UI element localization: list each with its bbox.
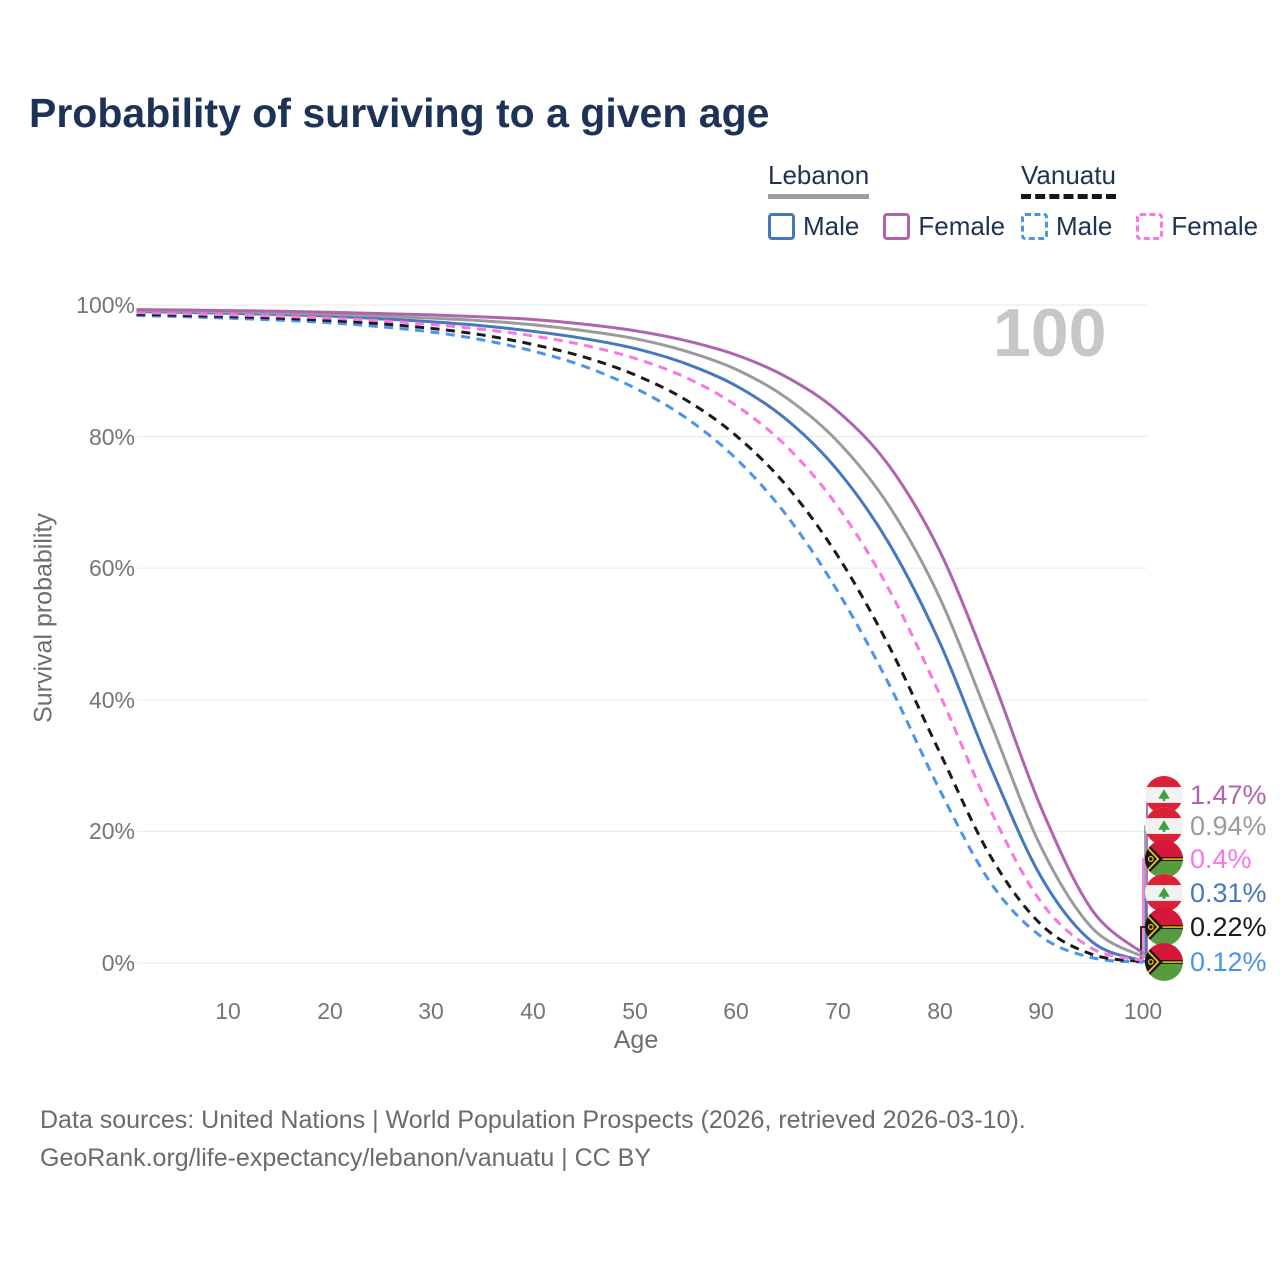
series-line-vanuatu [136,312,1144,964]
legend-group-lebanon: Lebanon Male Female [768,160,1005,242]
y-tick: 80% [88,424,135,450]
lebanon-flag-icon [1145,874,1183,912]
x-tick: 10 [215,998,241,1024]
x-tick: 30 [418,998,444,1024]
vanuatu-female-swatch-icon [1136,213,1164,240]
end-label-value: 0.12% [1190,946,1267,977]
series-line-lebanon-female [136,308,1145,955]
x-tick: 70 [825,998,851,1024]
age-watermark: 100 [993,295,1107,371]
series-line-lebanon-male [136,310,1144,963]
y-tick: 100% [76,292,135,318]
series-line-vanuatu-male [136,314,1144,964]
legend-header-vanuatu[interactable]: Vanuatu [1021,160,1116,199]
x-tick: 90 [1028,998,1054,1024]
page-title: Probability of surviving to a given age [29,90,770,136]
attribution-line: GeoRank.org/life-expectancy/lebanon/vanu… [40,1144,652,1172]
series-line-lebanon [136,309,1144,959]
x-tick: 80 [927,998,953,1024]
legend-group-vanuatu: Vanuatu Male Female [1021,160,1258,242]
end-label-value: 0.4% [1190,843,1252,874]
vanuatu-flag-icon [1145,908,1183,946]
legend-label: Female [1171,211,1259,241]
legend-item-lebanon-female[interactable]: Female [883,211,1005,242]
lebanon-male-swatch-icon [768,213,795,240]
lebanon-flag-icon [1145,807,1183,845]
x-tick: 60 [723,998,749,1024]
end-label-value: 0.31% [1190,877,1267,908]
legend-item-vanuatu-male[interactable]: Male [1021,211,1112,242]
x-tick: 40 [520,998,546,1024]
x-tick: 20 [317,998,343,1024]
end-label-vanuatu: 0.22% [1145,908,1267,946]
lebanon-female-swatch-icon [883,213,911,240]
legend-item-vanuatu-female[interactable]: Female [1136,211,1258,242]
x-tick: 50 [622,998,648,1024]
x-axis-title: Age [613,1026,659,1054]
vanuatu-flag-icon [1145,840,1183,878]
legend-item-lebanon-male[interactable]: Male [768,211,859,242]
y-axis-title: Survival probability [29,513,58,723]
end-label-value: 0.94% [1190,810,1267,841]
data-sources-line: Data sources: United Nations | World Pop… [40,1106,1026,1134]
end-label-value: 1.47% [1190,779,1267,810]
x-tick: 100 [1123,998,1163,1024]
vanuatu-male-swatch-icon [1021,213,1048,240]
legend-label: Male [803,211,860,241]
end-label-vanuatu-female: 0.4% [1145,840,1252,878]
y-tick: 0% [101,950,135,976]
legend-label: Male [1056,211,1113,241]
legend-header-lebanon[interactable]: Lebanon [768,160,870,199]
end-label-lebanon: 0.94% [1145,807,1267,845]
legend-label: Female [918,211,1006,241]
y-tick: 20% [88,818,135,844]
y-tick: 60% [88,555,135,581]
end-label-value: 0.22% [1190,911,1267,942]
y-tick: 40% [88,687,135,713]
vanuatu-flag-icon [1145,943,1183,981]
series-line-vanuatu-female [136,311,1144,962]
end-label-vanuatu-male: 0.12% [1145,943,1267,981]
end-label-lebanon-male: 0.31% [1145,874,1267,912]
